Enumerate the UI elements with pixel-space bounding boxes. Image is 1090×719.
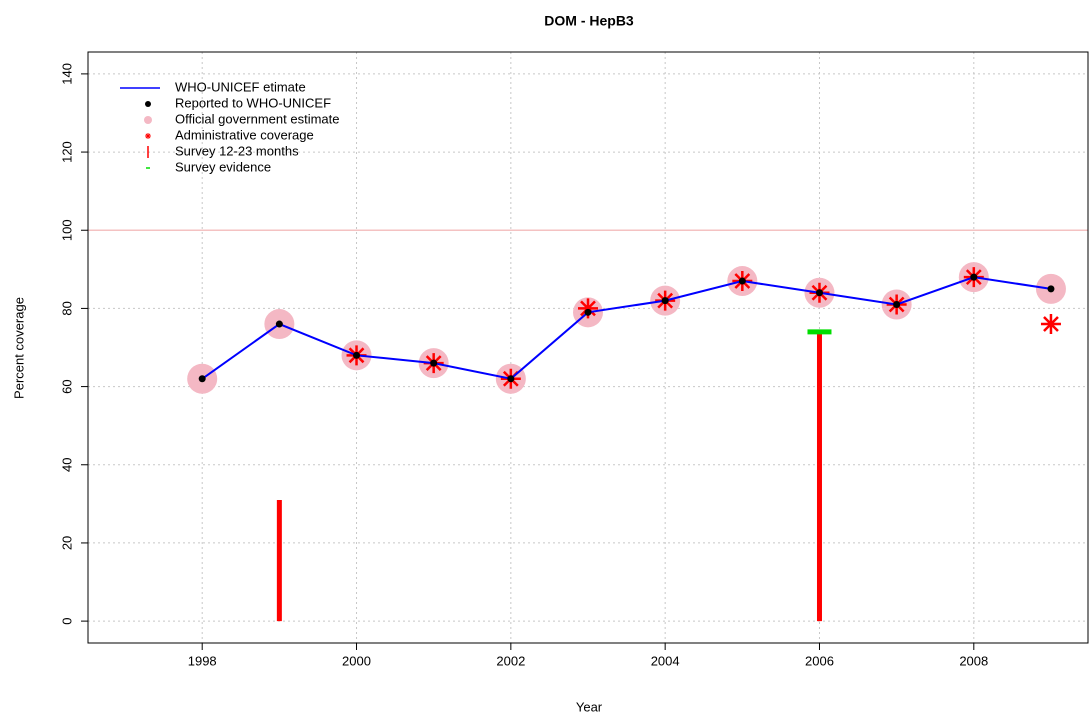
x-tick-label: 2008 [959, 654, 988, 669]
x-tick-label: 2004 [651, 654, 680, 669]
y-axis-label: Percent coverage [11, 297, 26, 399]
reported-point [661, 297, 669, 305]
estimate-line [201, 276, 1052, 380]
y-tick-label: 120 [59, 141, 74, 163]
x-tick-label: 1998 [188, 654, 217, 669]
legend-label: Official government estimate [175, 111, 340, 126]
reported-point [275, 320, 283, 328]
admin-coverage [1040, 314, 1061, 335]
y-tick-label: 100 [59, 219, 74, 241]
admin-coverage [578, 298, 598, 319]
legend-label: Survey 12-23 months [175, 143, 299, 158]
y-tick-label: 20 [59, 536, 74, 550]
reported-point [970, 273, 978, 281]
y-tick-label: 80 [59, 301, 74, 315]
y-tick-label: 40 [59, 458, 74, 472]
reported-point [198, 375, 206, 383]
legend-label: WHO-UNICEF etimate [175, 79, 306, 94]
reported-point [507, 375, 515, 383]
y-tick-label: 140 [59, 63, 74, 85]
chart-title: DOM - HepB3 [544, 13, 634, 29]
reported-point [1047, 285, 1055, 293]
reported-point [738, 277, 746, 285]
legend-label: Survey evidence [175, 159, 271, 174]
x-tick-label: 2006 [805, 654, 834, 669]
y-tick-label: 0 [59, 617, 74, 624]
legend-swatch [145, 101, 151, 107]
legend-label: Reported to WHO-UNICEF [175, 95, 331, 110]
legend-swatch [145, 133, 151, 139]
reported-point [430, 359, 438, 367]
reported-point [584, 308, 592, 316]
x-tick-label: 2002 [496, 654, 525, 669]
legend-swatch [144, 116, 152, 124]
x-tick-label: 2000 [342, 654, 371, 669]
x-axis-label: Year [576, 699, 603, 714]
plot-frame [87, 51, 1089, 644]
y-tick-label: 60 [59, 379, 74, 393]
reported-point [353, 351, 361, 359]
reported-point [815, 289, 823, 297]
reported-point [893, 301, 901, 309]
legend-label: Administrative coverage [175, 127, 314, 142]
